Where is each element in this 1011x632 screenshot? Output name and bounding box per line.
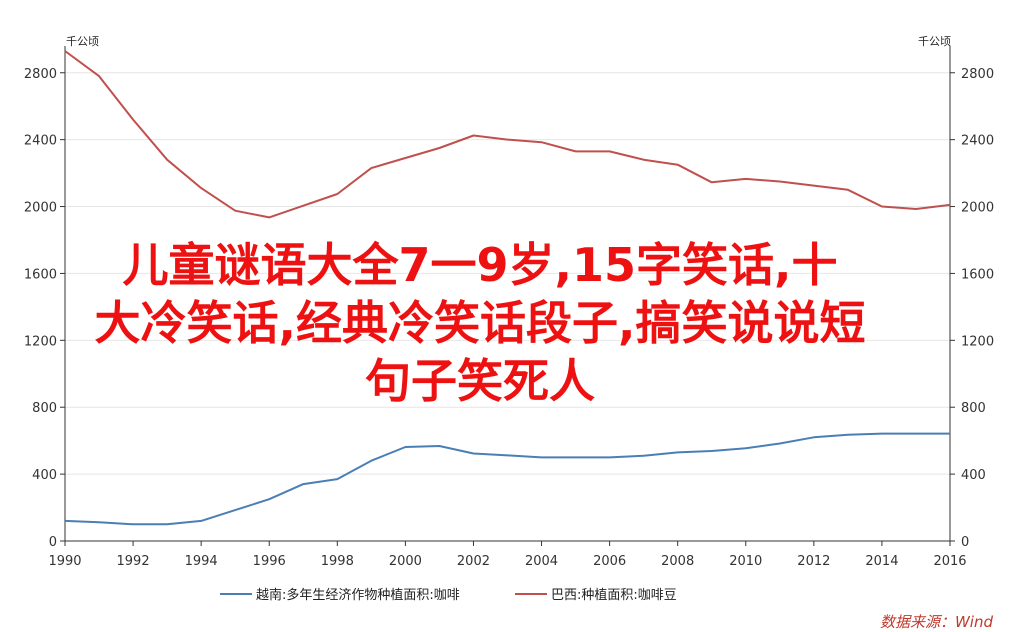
source-note: 数据来源：Wind xyxy=(879,613,993,631)
y-left-tick-label: 800 xyxy=(32,401,57,416)
x-tick-label: 2014 xyxy=(865,554,898,569)
y-right-tick-label: 800 xyxy=(961,401,986,416)
y-left-tick-label: 400 xyxy=(32,468,57,483)
x-tick-label: 1994 xyxy=(185,554,218,569)
x-tick-label: 1998 xyxy=(321,554,354,569)
y-right-unit-label: 千公顷 xyxy=(918,35,951,48)
x-tick-label: 2004 xyxy=(525,554,558,569)
y-left-tick-label: 1200 xyxy=(24,334,57,349)
y-left-tick-label: 0 xyxy=(49,535,57,550)
legend-label: 巴西:种植面积:咖啡豆 xyxy=(551,588,677,603)
y-right-tick-label: 400 xyxy=(961,468,986,483)
series-line-1 xyxy=(64,432,950,526)
x-tick-label: 2006 xyxy=(593,554,626,569)
y-left-tick-label: 2800 xyxy=(24,67,57,82)
overlay-title: 儿童谜语大全7一9岁,15字笑话,十 大冷笑话,经典冷笑话段子,搞笑说说短 句子… xyxy=(0,236,960,410)
x-tick-label: 2000 xyxy=(389,554,422,569)
x-tick-label: 2010 xyxy=(729,554,762,569)
y-right-tick-label: 2800 xyxy=(961,67,994,82)
series-group xyxy=(64,50,951,526)
y-right-tick-label: 1200 xyxy=(961,334,994,349)
x-tick-label: 1996 xyxy=(253,554,286,569)
y-left-tick-label: 2000 xyxy=(24,201,57,216)
axes: 0 400 800 1200 1600 2000 2400 2800 0 400 800 1200 16… xyxy=(24,35,994,569)
legend: 越南:多年生经济作物种植面积:咖啡 巴西:种植面积:咖啡豆 xyxy=(220,587,677,603)
series-line-2 xyxy=(64,50,951,219)
y-right-tick-label: 0 xyxy=(961,535,969,550)
overlay-title-line: 大冷笑话,经典冷笑话段子,搞笑说说短 xyxy=(94,296,866,350)
x-tick-label: 2016 xyxy=(933,554,966,569)
y-left-unit-label: 千公顷 xyxy=(66,35,99,48)
legend-label: 越南:多年生经济作物种植面积:咖啡 xyxy=(256,587,460,603)
x-tick-label: 1992 xyxy=(117,554,150,569)
x-tick-label: 1990 xyxy=(48,554,81,569)
x-tick-label: 2012 xyxy=(797,554,830,569)
y-left-tick-label: 2400 xyxy=(24,134,57,149)
x-tick-label: 2002 xyxy=(457,554,490,569)
y-right-tick-label: 2000 xyxy=(961,201,994,216)
overlay-title-line: 儿童谜语大全7一9岁,15字笑话,十 xyxy=(122,238,838,292)
y-left-tick-label: 1600 xyxy=(24,267,57,282)
x-tick-label: 2008 xyxy=(661,554,694,569)
y-right-tick-label: 2400 xyxy=(961,134,994,149)
overlay-title-line: 句子笑死人 xyxy=(365,354,595,408)
y-right-tick-label: 1600 xyxy=(961,267,994,282)
